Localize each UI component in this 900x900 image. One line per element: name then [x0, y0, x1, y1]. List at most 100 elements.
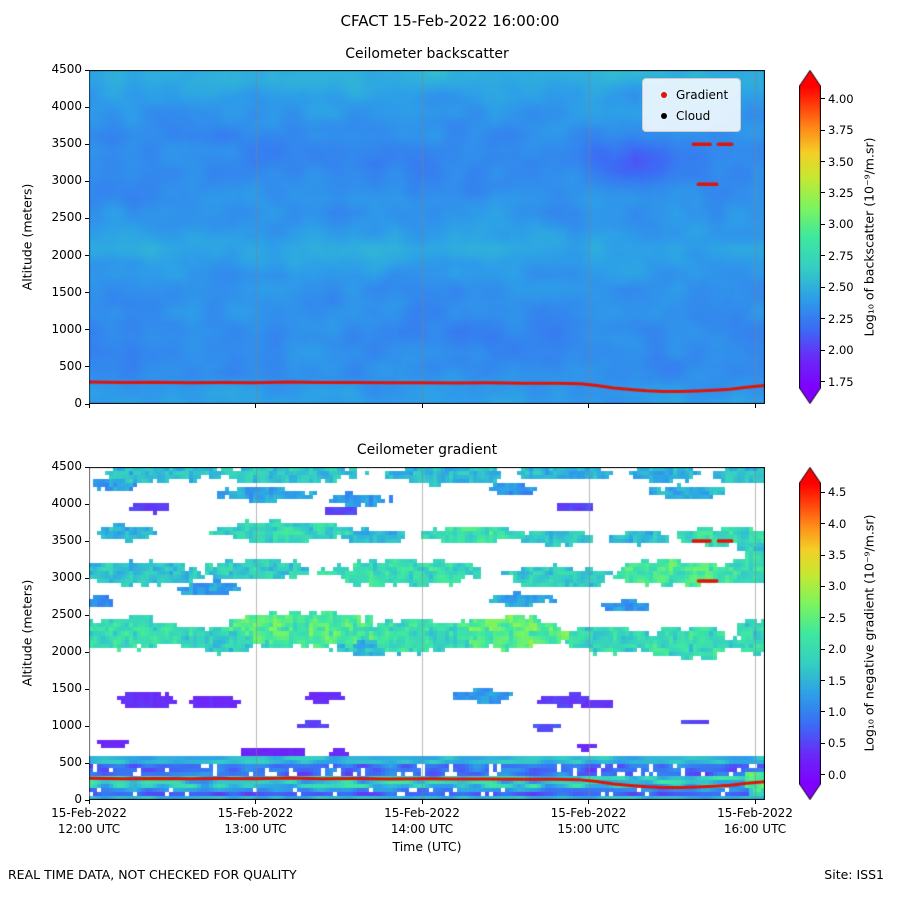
- gradient-heatmap: [89, 467, 765, 800]
- y-tick-mark: [85, 614, 89, 616]
- x-tick-mark: [421, 404, 423, 408]
- y-tick-label: 3000: [51, 173, 82, 188]
- colorbar-tick-mark: [821, 617, 825, 619]
- x-tick-label: 15-Feb-2022 13:00 UTC: [217, 806, 294, 836]
- y-tick-mark: [85, 503, 89, 505]
- x-tick-mark: [255, 800, 256, 804]
- colorbar-tick-mark: [821, 491, 825, 493]
- x-tick-mark: [88, 800, 90, 804]
- y-tick-mark: [85, 255, 89, 257]
- colorbar-tick-mark: [821, 774, 825, 776]
- legend: Gradient Cloud: [642, 78, 742, 132]
- colorbar-tick-label: 4.5: [828, 485, 847, 500]
- y-tick-label: 500: [59, 358, 82, 373]
- y-tick-mark: [85, 143, 89, 145]
- colorbar-tick-label: 3.00: [828, 217, 854, 232]
- colorbar-tick-label: 3.5: [828, 548, 847, 563]
- legend-gradient-label: Gradient: [676, 87, 729, 102]
- colorbar-tick-label: 2.50: [828, 280, 854, 295]
- backscatter-colorbar: [799, 70, 821, 404]
- y-tick-mark: [85, 403, 89, 405]
- colorbar-tick-label: 1.0: [828, 704, 847, 719]
- colorbar-tick-label: 2.75: [828, 248, 854, 263]
- colorbar-tick-label: 4.00: [828, 91, 854, 106]
- colorbar-tick-label: 2.0: [828, 642, 847, 657]
- y-tick-label: 500: [59, 755, 82, 769]
- y-tick-mark: [85, 217, 89, 219]
- colorbar-tick-label: 1.5: [828, 673, 847, 688]
- colorbar-tick-mark: [821, 523, 825, 525]
- quality-disclaimer: REAL TIME DATA, NOT CHECKED FOR QUALITY: [8, 867, 297, 882]
- colorbar-tick-mark: [821, 98, 825, 100]
- figure-title: CFACT 15-Feb-2022 16:00:00: [340, 12, 560, 30]
- colorbar-tick-label: 3.0: [828, 579, 847, 594]
- y-tick-mark: [85, 466, 89, 468]
- y-tick-label: 2000: [51, 644, 82, 658]
- y-tick-label: 3500: [51, 533, 82, 547]
- y-tick-mark: [85, 292, 89, 294]
- backscatter-colorbar-label: Log₁₀ of backscatter (10⁻⁹/m.sr): [861, 137, 877, 337]
- colorbar-tick-mark: [821, 161, 825, 162]
- y-tick-label: 3500: [51, 136, 82, 151]
- cloud-marker-icon: [661, 112, 667, 119]
- colorbar-tick-mark: [821, 711, 825, 713]
- y-tick-label: 2000: [51, 247, 82, 262]
- colorbar-tick-mark: [821, 129, 825, 131]
- colorbar-tick-mark: [821, 255, 825, 257]
- y-tick-mark: [85, 762, 89, 764]
- y-tick-label: 1500: [51, 284, 82, 299]
- y-tick-label: 0: [74, 792, 82, 806]
- colorbar-tick-mark: [821, 192, 825, 194]
- colorbar-tick-label: 0.0: [828, 767, 847, 782]
- y-tick-label: 3000: [51, 570, 82, 584]
- gradient-panel-title: Ceilometer gradient: [356, 442, 498, 458]
- x-tick-label: 15-Feb-2022 12:00 UTC: [51, 806, 127, 836]
- x-tick-label: 15-Feb-2022 15:00 UTC: [550, 806, 627, 836]
- y-tick-mark: [85, 106, 89, 108]
- x-tick-mark: [421, 800, 423, 804]
- legend-row-cloud: Cloud: [655, 105, 728, 126]
- colorbar-tick-mark: [821, 680, 825, 682]
- colorbar-tick-label: 3.25: [828, 185, 854, 200]
- colorbar-tick-label: 3.50: [828, 154, 854, 169]
- y-tick-mark: [85, 799, 89, 801]
- colorbar-tick-mark: [821, 585, 825, 587]
- x-tick-mark: [88, 404, 90, 408]
- colorbar-tick-label: 0.5: [828, 736, 847, 751]
- altitude-axis-label-bottom: Altitude (meters): [19, 579, 35, 687]
- y-tick-mark: [85, 577, 89, 579]
- colorbar-tick-label: 2.00: [828, 343, 854, 358]
- y-tick-label: 0: [74, 396, 82, 410]
- y-tick-label: 4000: [51, 99, 82, 114]
- colorbar-tick-label: 1.75: [828, 374, 854, 389]
- site-label: Site: ISS1: [824, 867, 884, 882]
- y-tick-label: 1000: [51, 718, 82, 732]
- y-tick-label: 4000: [51, 496, 82, 510]
- y-tick-label: 2500: [51, 607, 82, 621]
- colorbar-tick-mark: [821, 742, 825, 744]
- gradient-colorbar-label: Log₁₀ of negative gradient (10⁻⁹/m.sr): [861, 514, 877, 752]
- y-tick-label: 2500: [51, 210, 82, 225]
- colorbar-tick-label: 2.5: [828, 610, 847, 625]
- y-tick-mark: [85, 69, 89, 71]
- legend-row-gradient: Gradient: [655, 84, 728, 105]
- y-tick-mark: [85, 180, 89, 182]
- colorbar-tick-mark: [821, 286, 825, 288]
- y-tick-mark: [85, 329, 89, 331]
- time-axis-label: Time (UTC): [392, 839, 462, 854]
- colorbar-tick-mark: [821, 381, 825, 383]
- backscatter-panel-title: Ceilometer backscatter: [345, 46, 509, 62]
- y-tick-mark: [85, 725, 89, 727]
- colorbar-tick-mark: [821, 554, 825, 556]
- y-tick-mark: [85, 688, 89, 690]
- altitude-axis-label-top: Altitude (meters): [19, 183, 35, 291]
- x-tick-label: 15-Feb-2022 14:00 UTC: [384, 806, 460, 836]
- y-tick-mark: [85, 651, 89, 653]
- x-tick-mark: [588, 800, 589, 804]
- y-tick-mark: [85, 366, 89, 368]
- colorbar-tick-label: 3.75: [828, 123, 854, 138]
- x-tick-mark: [754, 404, 756, 408]
- colorbar-tick-mark: [821, 349, 825, 351]
- colorbar-tick-label: 4.0: [828, 516, 847, 531]
